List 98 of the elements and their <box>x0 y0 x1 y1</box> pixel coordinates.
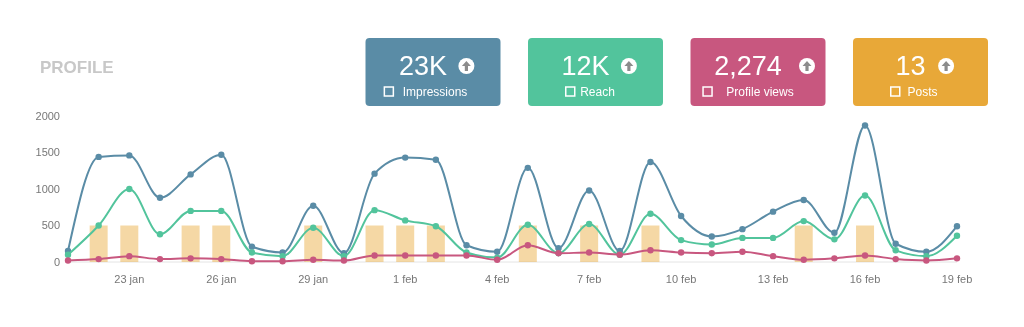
point <box>156 255 164 263</box>
point <box>769 252 777 260</box>
text: 12K <box>561 51 610 81</box>
point <box>218 255 225 263</box>
point <box>310 224 317 231</box>
point <box>524 164 532 172</box>
point <box>279 258 286 265</box>
point <box>310 202 317 209</box>
point <box>892 247 899 254</box>
point <box>218 151 225 158</box>
point <box>677 236 685 244</box>
point <box>585 249 593 256</box>
point <box>647 210 654 218</box>
point <box>831 255 838 262</box>
point <box>432 223 440 230</box>
point <box>677 249 685 256</box>
point <box>647 158 654 166</box>
point <box>861 252 869 259</box>
x-tick-label: 10 feb <box>665 273 697 285</box>
x-tick-label: 29 jan <box>298 273 329 285</box>
point <box>555 244 562 252</box>
point <box>769 234 777 242</box>
point <box>340 257 348 264</box>
point <box>126 185 133 193</box>
point <box>923 257 930 264</box>
point <box>187 171 194 178</box>
point <box>647 247 654 254</box>
point <box>156 194 164 201</box>
y-tick-label: 1500 <box>35 146 60 159</box>
point <box>432 156 440 163</box>
point <box>739 234 746 242</box>
point <box>585 220 593 228</box>
point <box>156 231 164 238</box>
x-tick-label: 26 jan <box>206 273 237 285</box>
point <box>371 252 378 259</box>
y-tick-label: 0 <box>53 255 60 268</box>
point <box>831 236 838 243</box>
point <box>524 242 532 249</box>
point <box>800 256 807 264</box>
legend-label: Impressions <box>402 85 468 99</box>
point <box>248 249 256 256</box>
point <box>371 170 378 177</box>
point <box>432 252 440 259</box>
legend-label: Profile views <box>726 85 794 99</box>
point <box>402 154 409 161</box>
legend-label: Reach <box>580 85 615 99</box>
point <box>126 252 133 260</box>
point <box>493 248 501 255</box>
point <box>861 122 869 129</box>
point <box>739 225 746 233</box>
point <box>708 250 715 257</box>
point <box>739 248 746 255</box>
x-tick-label: 19 feb <box>941 273 973 285</box>
point <box>585 187 593 194</box>
point <box>187 207 194 215</box>
point <box>248 258 256 265</box>
text: 2,274 <box>714 51 782 81</box>
y-tick-label: 2000 <box>35 109 60 122</box>
point <box>126 152 133 159</box>
x-tick-label: 23 jan <box>114 273 145 285</box>
point <box>187 255 194 262</box>
legend-label: Posts <box>907 85 938 99</box>
point <box>708 233 715 240</box>
point <box>64 251 72 258</box>
x-tick-label: 7 feb <box>576 273 602 285</box>
point <box>953 255 961 262</box>
point <box>953 223 961 230</box>
point <box>402 217 409 224</box>
point <box>892 255 899 263</box>
point <box>769 208 777 215</box>
point <box>708 241 715 248</box>
point <box>64 257 72 264</box>
point <box>677 212 685 220</box>
x-tick-label: 4 feb <box>484 273 510 285</box>
point <box>310 256 317 264</box>
point <box>463 242 470 249</box>
x-tick-label: 1 feb <box>392 273 418 285</box>
point <box>861 192 869 199</box>
y-tick-label: 500 <box>41 219 60 232</box>
point <box>95 153 102 161</box>
point <box>95 222 102 229</box>
point <box>248 243 256 250</box>
point <box>279 252 286 260</box>
y-tick-label: 1000 <box>35 182 60 195</box>
x-tick-label: 16 feb <box>849 273 881 285</box>
text: 13 <box>895 51 926 81</box>
point <box>892 240 899 247</box>
point <box>402 252 409 259</box>
point <box>218 207 225 215</box>
point <box>371 206 378 214</box>
point <box>95 255 102 263</box>
point <box>524 221 532 228</box>
point <box>953 232 961 239</box>
point <box>831 229 838 236</box>
point <box>800 217 807 225</box>
x-tick-label: 13 feb <box>757 273 789 285</box>
text: 23K <box>398 51 448 81</box>
point <box>800 196 807 204</box>
